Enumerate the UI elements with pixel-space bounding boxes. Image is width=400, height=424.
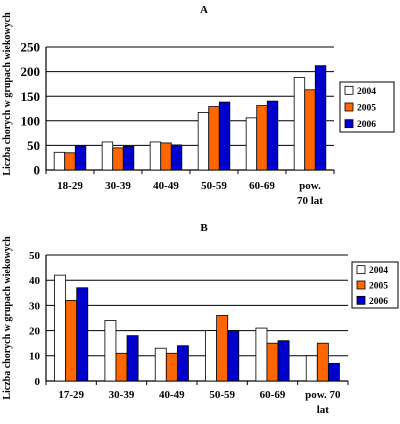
bar-2005-3 [165,352,178,382]
legend-swatch-2004 [344,85,354,95]
y-tick-label: 100 [21,113,41,128]
bar-2004-5 [255,327,268,382]
bar-2005-5 [256,105,268,171]
bar-2004-4 [197,112,210,171]
bar-2004-4 [205,330,218,382]
bar-2005-4 [216,315,229,382]
bar-2004-3 [154,347,167,382]
y-tick-label: 0 [34,163,41,178]
bar-2005-1 [64,152,76,171]
legend-swatch-2005 [356,280,366,290]
bar-2005-3 [160,142,172,171]
bar-2005-2 [112,147,124,171]
bar-2006-4 [227,330,240,382]
bar-2006-3 [176,345,189,382]
bar-2006-6 [314,65,327,171]
chart-b-title: B [200,222,208,234]
chart-a-title: A [200,4,208,16]
bar-2006-2 [122,145,135,171]
legend-label-2006: 2006 [369,297,388,307]
bar-2004-5 [245,117,258,171]
x-tick-label: 60-69 [260,389,286,401]
y-tick-label: 250 [21,40,41,55]
x-tick-label: 50-59 [201,180,227,192]
x-tick-label: pow. 70 lat [305,389,341,416]
bar-2005-2 [115,352,128,382]
bar-2006-1 [76,287,89,382]
x-tick-label: 40-49 [153,180,179,192]
chart-b-ylabel: Liczba chorych w grupach wiekowych [2,236,13,400]
bar-2005-6 [316,342,329,382]
y-tick-label: 30 [29,300,41,312]
bar-2004-2 [101,141,114,171]
bar-2004-2 [104,320,117,382]
y-tick-label: 150 [21,89,41,104]
x-tick-label: 60-69 [249,180,275,192]
y-tick-label: 50 [29,250,41,262]
bar-2004-6 [305,355,318,382]
bar-2005-1 [65,299,78,382]
bar-2006-5 [277,340,290,382]
x-tick-label: 50-59 [209,389,235,401]
legend-swatch-2006 [344,119,354,129]
bar-2004-6 [293,77,306,171]
bar-2006-3 [170,144,183,171]
legend-label-2006: 2006 [357,120,376,130]
bar-2004-1 [54,274,67,382]
bar-2004-1 [53,151,66,171]
bar-2006-1 [74,145,87,171]
y-tick-label: 200 [21,64,41,79]
x-tick-label: 40-49 [159,389,185,401]
chart-b: 0 10 20 30 40 50 17-29 30-39 40-49 50-59 60-69 pow.… [29,250,399,416]
bar-2006-4 [218,101,231,171]
bar-2005-4 [208,106,220,171]
x-tick-label: 30-39 [105,180,131,192]
bar-2006-2 [126,335,139,382]
bar-2005-5 [266,342,279,382]
x-tick-label: 17-29 [58,389,84,401]
y-tick-label: 20 [29,325,41,337]
legend-swatch-2006 [356,295,366,305]
chart-a: 0 50 100 150 200 250 18-29 30-39 40-49 50-59 60-69… [21,40,395,207]
bar-2005-6 [304,89,316,171]
legend-label-2004: 2004 [357,87,376,97]
y-tick-label: 50 [27,138,40,153]
x-tick-label: 30-39 [109,389,135,401]
y-tick-label: 40 [29,275,41,287]
legend-label-2005: 2005 [369,282,388,292]
bar-2006-5 [266,100,279,171]
legend-label-2004: 2004 [369,266,388,276]
x-tick-label: 18-29 [57,180,83,192]
bar-2006-6 [327,362,340,382]
y-tick-label: 10 [29,351,41,363]
legend-label-2005: 2005 [357,104,376,114]
legend-swatch-2005 [344,102,354,112]
legend-swatch-2004 [356,265,366,275]
bar-2004-3 [149,141,162,171]
chart-a-ylabel: Liczba chorych w grupach wiekowych [2,12,13,176]
y-tick-label: 0 [35,376,41,388]
x-tick-label: pow. 70 lat [297,180,323,207]
